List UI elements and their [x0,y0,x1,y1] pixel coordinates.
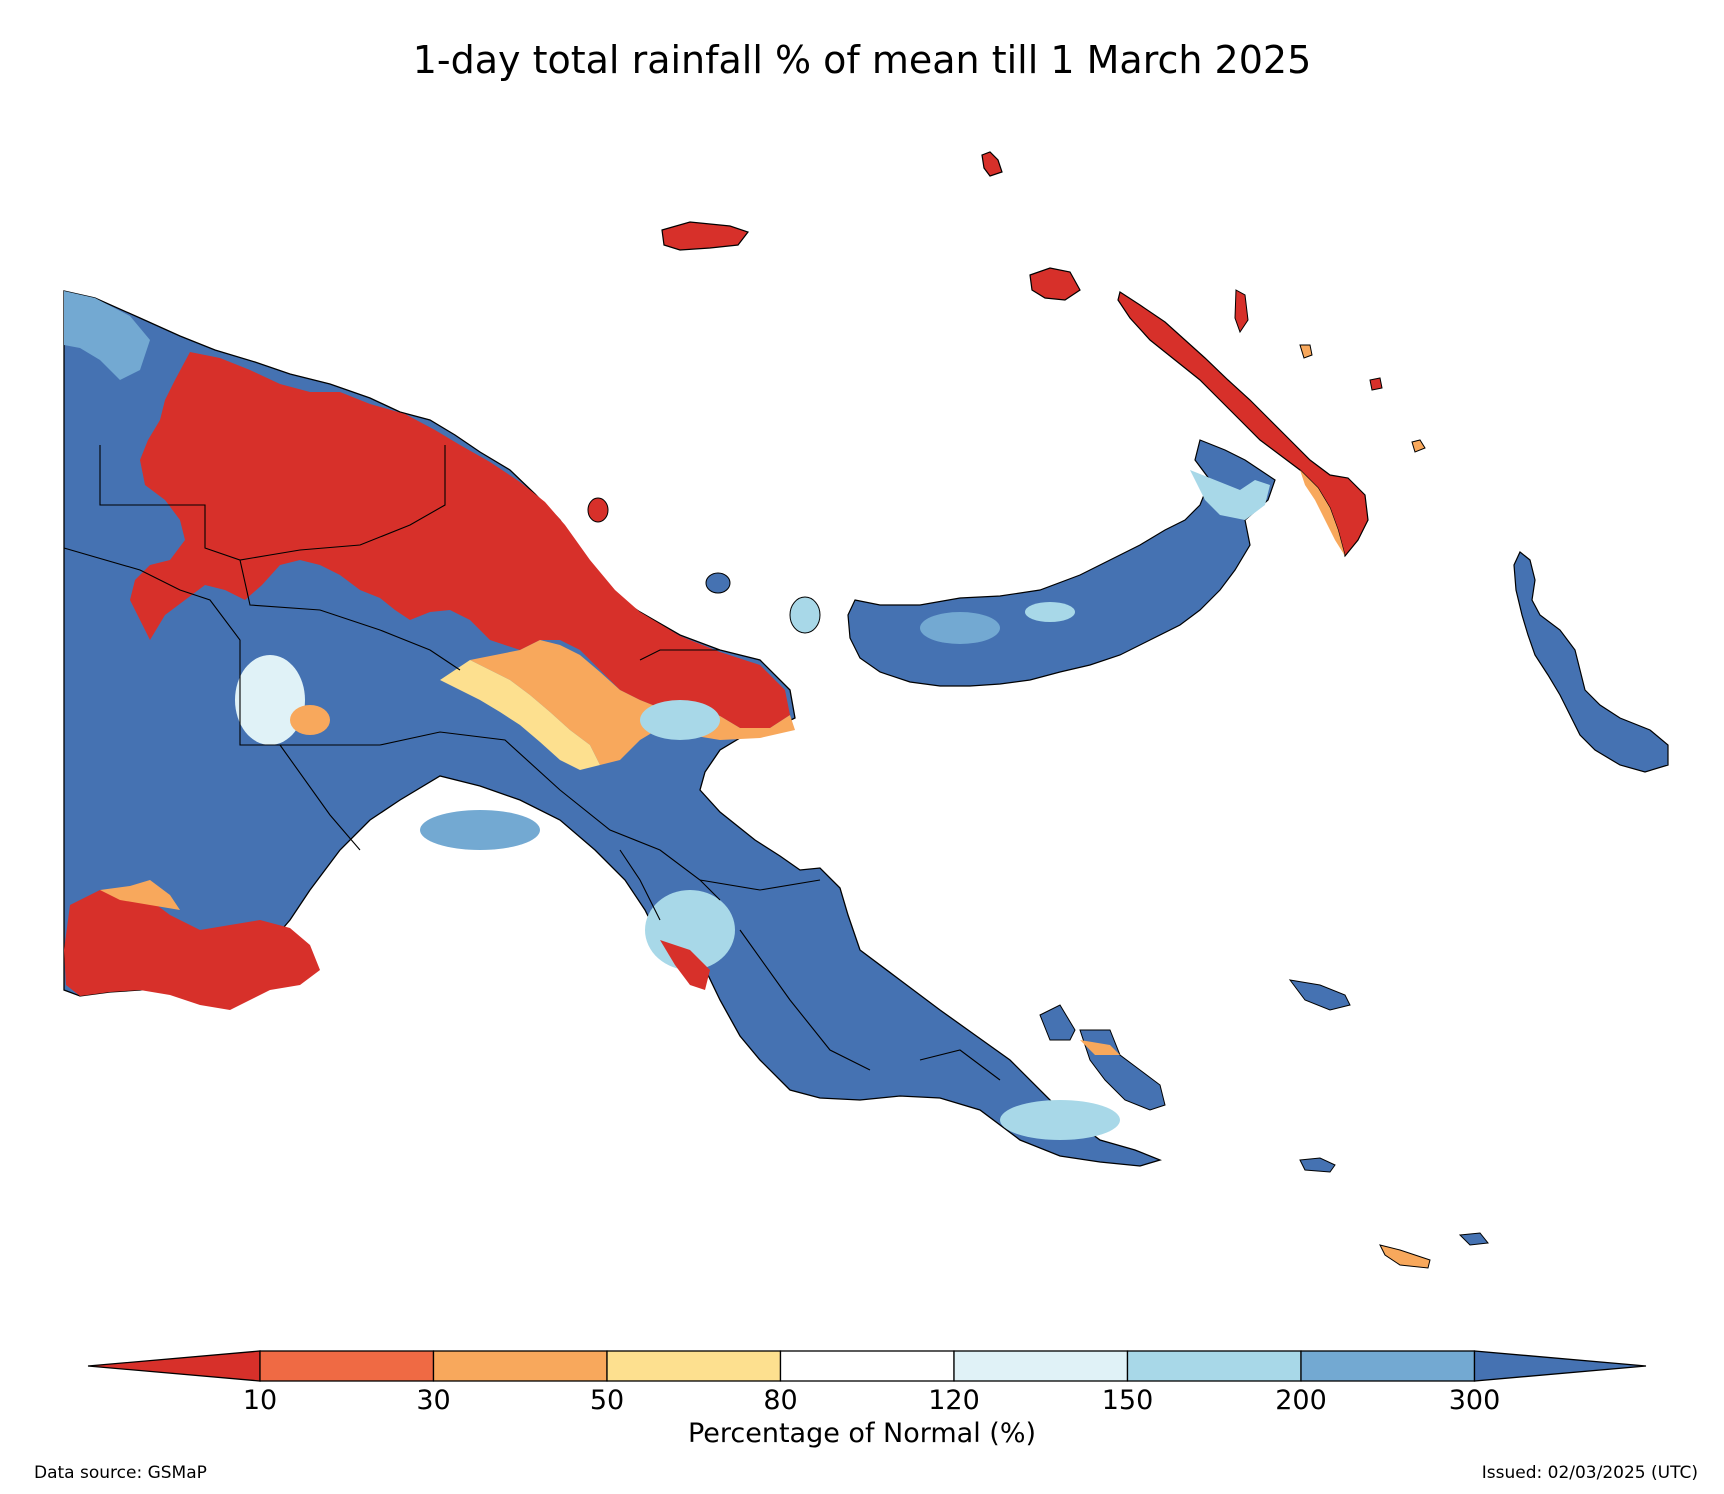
colorbar-bin-50-80 [606,1350,782,1382]
new-britain [847,439,1276,687]
new-hanover [1029,267,1081,301]
colorbar-bin-30-50 [432,1350,608,1382]
north-dry-zone [130,352,790,728]
manus-island [661,221,749,251]
colorbar-title: Percentage of Normal (%) [687,1418,1037,1449]
tanga [1369,377,1383,391]
colorbar-tick-150: 150 [1101,1385,1154,1416]
colorbar-bin-10-30 [259,1350,435,1382]
south-fringe [100,880,180,910]
mussau-island [981,151,1003,177]
rossel-east [1458,1232,1489,1246]
nb-patch [920,612,1000,644]
highland-patch-2 [290,705,330,735]
feni [1411,439,1426,453]
island-west-nb [789,596,821,634]
colorbar [87,1350,1647,1382]
issued-date: Issued: 02/03/2025 (UTC) [1481,1463,1698,1483]
colorbar-arrow-high [1473,1350,1647,1382]
southeast-dry [660,940,710,990]
colorbar-tick-10: 10 [242,1385,278,1416]
colorbar-tick-50: 50 [589,1385,625,1416]
new-ireland [1117,291,1369,558]
dentrecasteaux [1039,1004,1076,1041]
nb-patch-2 [1025,602,1075,622]
north-fringe-light [440,660,600,770]
colorbar-tick-80: 80 [763,1385,798,1416]
north-fringe [470,640,795,765]
colorbar-tick-200: 200 [1275,1385,1327,1416]
west-high-zone [64,291,150,380]
bougainville [1513,551,1669,773]
colorbar-bin-150-200 [1126,1350,1302,1382]
colorbar-bin-120-150 [953,1350,1129,1382]
colorbar-bin-200-300 [1300,1350,1476,1382]
tabar [1234,289,1249,334]
colorbar-bin-80-120 [779,1350,955,1382]
colorbar-tick-300: 300 [1448,1385,1501,1416]
highland-patch [235,655,305,745]
new-britain-light [1190,470,1270,520]
lihir [1299,344,1313,359]
colorbar-tick-120: 120 [928,1385,980,1416]
colorbar-tick-30: 30 [416,1385,451,1416]
rossel [1379,1244,1431,1269]
karkar-island [587,497,609,523]
data-source: Data source: GSMaP [34,1463,207,1483]
province-boundaries [63,445,1001,1081]
new-ireland-fringe [1300,470,1345,556]
gulf-patch [420,810,540,850]
woodlark [1299,1157,1336,1173]
map-title: 1-day total rainfall % of mean till 1 Ma… [412,38,1312,82]
umboi-island [705,572,731,594]
tip-patch [1000,1100,1120,1140]
fergusson-dry [1080,1040,1120,1055]
fergusson [1079,1029,1166,1111]
trobriand [1288,979,1351,1011]
colorbar-arrow-low [87,1350,261,1382]
south-dry-zone [64,888,320,1010]
east-patch [640,700,720,740]
